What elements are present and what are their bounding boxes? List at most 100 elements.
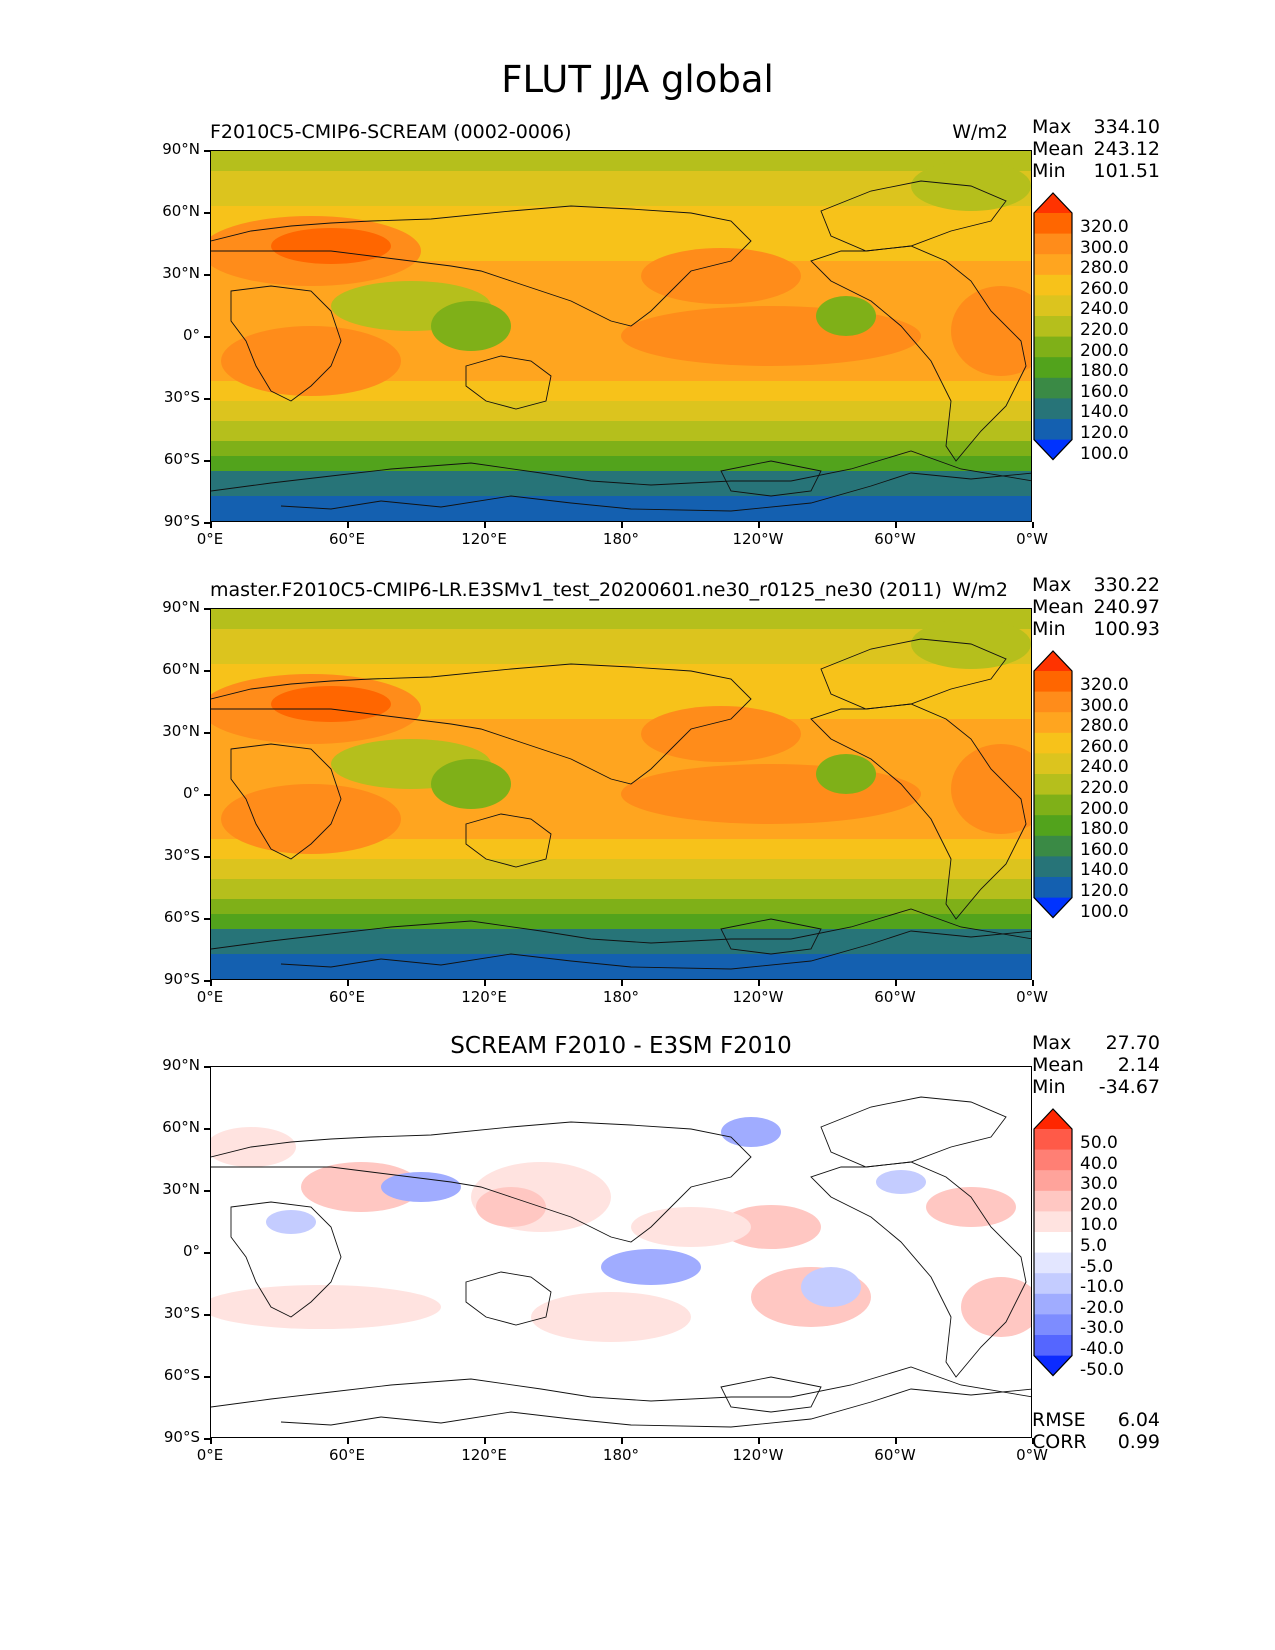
lon-tick-label: 60°E	[328, 1446, 366, 1464]
panel-2-stats: Max 330.22 Mean 240.97 Min 100.93	[1032, 574, 1160, 640]
lat-tick-mark	[204, 918, 210, 920]
stat-row-max: Max 27.70	[1032, 1032, 1160, 1054]
colorbar-tick-label: 100.0	[1080, 443, 1129, 464]
lat-tick-label: 0°	[182, 326, 200, 344]
stat-row-max: Max 330.22	[1032, 574, 1160, 596]
lat-tick-mark	[204, 608, 210, 610]
lat-tick-label: 90°N	[162, 1056, 200, 1074]
stat-label: Max	[1032, 116, 1072, 138]
map-field-svg	[211, 609, 1031, 979]
lat-tick-label: 90°N	[162, 140, 200, 158]
lat-tick-mark	[204, 1128, 210, 1130]
panel-2-map	[210, 608, 1032, 980]
panel-3-title: SCREAM F2010 - E3SM F2010	[450, 1033, 792, 1059]
panel-3-metrics: RMSE 6.04 CORR 0.99	[1032, 1409, 1160, 1453]
lat-tick-label: 60°N	[162, 1118, 200, 1136]
panel-2-title: master.F2010C5-CMIP6-LR.E3SMv1_test_2020…	[210, 579, 942, 601]
stat-label: Min	[1032, 1076, 1066, 1098]
colorbar-tick-label: 180.0	[1080, 819, 1129, 840]
lat-tick-mark	[204, 274, 210, 276]
stat-value: 100.93	[1093, 618, 1160, 640]
lat-tick-mark	[204, 670, 210, 672]
lat-tick-label: 30°N	[162, 1180, 200, 1198]
lon-tick-mark	[895, 980, 897, 986]
lon-tick-label: 60°W	[874, 530, 916, 548]
lat-tick-label: 30°S	[163, 846, 200, 864]
lat-tick-label: 30°S	[163, 388, 200, 406]
colorbar-tick-label: 240.0	[1080, 757, 1129, 778]
stat-value: 2.14	[1117, 1054, 1160, 1076]
stat-label: Min	[1032, 618, 1066, 640]
colorbar-tick-label: 320.0	[1080, 675, 1129, 695]
stat-label: Max	[1032, 574, 1072, 596]
lon-tick-label: 60°W	[874, 1446, 916, 1464]
stat-row-mean: Mean 243.12	[1032, 138, 1160, 160]
lon-tick-label: 0°E	[196, 988, 224, 1006]
lon-tick-mark	[758, 980, 760, 986]
lon-tick-mark	[621, 980, 623, 986]
lon-tick-mark	[210, 1438, 212, 1444]
lon-tick-mark	[1032, 1438, 1034, 1444]
colorbar-tick-label: 120.0	[1080, 881, 1129, 901]
colorbar-tick-label: -10.0	[1080, 1277, 1124, 1298]
lon-tick-mark	[758, 522, 760, 528]
panel-3-colorbar: 50.0 40.0 30.0 20.0 10.0 5.0 -5.0 -10.0 -20.0 -30…	[1032, 1107, 1124, 1382]
lat-tick-label: 30°S	[163, 1304, 200, 1322]
lon-tick-mark	[484, 1438, 486, 1444]
lat-tick-mark	[204, 1438, 210, 1440]
lat-tick-label: 60°N	[162, 202, 200, 220]
colorbar-tick-label: 100.0	[1080, 901, 1129, 922]
colorbar-tick-label: 180.0	[1080, 361, 1129, 382]
lat-tick-label: 90°S	[163, 970, 200, 988]
stat-value: 27.70	[1105, 1032, 1160, 1054]
lon-tick-mark	[758, 1438, 760, 1444]
lat-tick-label: 60°S	[163, 1366, 200, 1384]
lon-tick-label: 60°E	[328, 530, 366, 548]
lon-tick-mark	[621, 1438, 623, 1444]
stat-row-min: Min 100.93	[1032, 618, 1160, 640]
colorbar-tick-label: 140.0	[1080, 402, 1129, 423]
panel-2-colorbar: 320.0 300.0 280.0 260.0 240.0 220.0 200.0 180.0…	[1032, 649, 1129, 924]
lat-tick-label: 90°N	[162, 598, 200, 616]
panel-1-map	[210, 150, 1032, 522]
lon-tick-mark	[210, 980, 212, 986]
stat-row-mean: Mean 2.14	[1032, 1054, 1160, 1076]
metric-label: CORR	[1032, 1431, 1087, 1453]
stat-value: 330.22	[1093, 574, 1160, 596]
lat-tick-mark	[204, 460, 210, 462]
lat-tick-label: 60°S	[163, 908, 200, 926]
stat-value: -34.67	[1098, 1076, 1160, 1098]
lon-tick-label: 120°E	[461, 1446, 507, 1464]
colorbar-tick-label: 280.0	[1080, 716, 1129, 737]
stat-label: Mean	[1032, 596, 1084, 618]
colorbar-tick-label: 160.0	[1080, 381, 1129, 402]
lat-tick-mark	[204, 856, 210, 858]
stat-row-max: Max 334.10	[1032, 116, 1160, 138]
lon-tick-mark	[895, 522, 897, 528]
map-field-svg	[211, 151, 1031, 521]
colorbar-tick-label: 260.0	[1080, 278, 1129, 299]
colorbar-tick-label: 50.0	[1080, 1133, 1118, 1153]
stat-label: Mean	[1032, 1054, 1084, 1076]
colorbar-tick-label: -40.0	[1080, 1339, 1124, 1359]
colorbar-svg	[1033, 192, 1073, 461]
stat-row-mean: Mean 240.97	[1032, 596, 1160, 618]
lon-tick-label: 180°	[602, 1446, 640, 1464]
lat-tick-label: 30°N	[162, 722, 200, 740]
lon-tick-label: 120°W	[732, 1446, 784, 1464]
colorbar-tick-label: -20.0	[1080, 1297, 1124, 1318]
colorbar-tick-label: -5.0	[1080, 1256, 1114, 1277]
lon-tick-mark	[484, 980, 486, 986]
lat-tick-mark	[204, 522, 210, 524]
lon-tick-label: 0°W	[1016, 988, 1048, 1006]
colorbar-tick-label: 240.0	[1080, 299, 1129, 320]
stat-row-min: Min -34.67	[1032, 1076, 1160, 1098]
stat-value: 240.97	[1093, 596, 1160, 618]
panel-1-stats: Max 334.10 Mean 243.12 Min 101.51	[1032, 116, 1160, 182]
metric-label: RMSE	[1032, 1409, 1086, 1431]
colorbar-tick-label: 220.0	[1080, 778, 1129, 798]
lon-tick-label: 60°E	[328, 988, 366, 1006]
colorbar-tick-label: 40.0	[1080, 1153, 1118, 1174]
colorbar-svg	[1033, 1108, 1073, 1377]
colorbar-tick-label: 5.0	[1080, 1236, 1108, 1256]
